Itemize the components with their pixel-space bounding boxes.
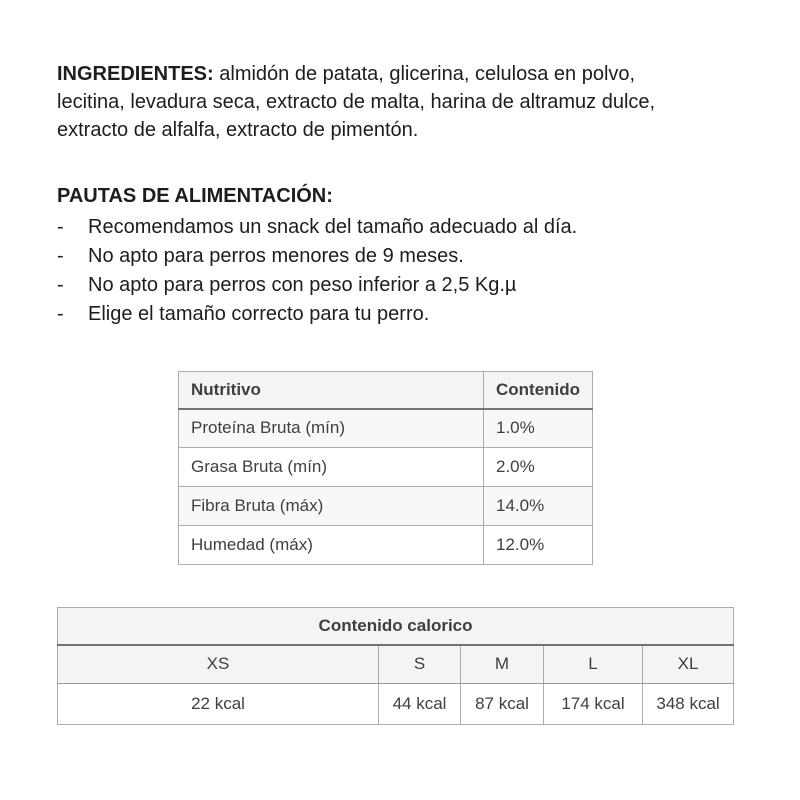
table-row: Humedad (máx) 12.0% <box>178 525 593 565</box>
ingredients-paragraph: INGREDIENTES: almidón de patata, gliceri… <box>57 60 750 144</box>
label-document: INGREDIENTES: almidón de patata, gliceri… <box>56 60 750 725</box>
size-cell-xs: XS <box>57 644 379 684</box>
dash-bullet: - <box>57 216 64 238</box>
table-title-row: Contenido calorico <box>56 607 735 646</box>
table-sizes-row: XS S M L XL <box>57 644 735 684</box>
nutrient-cell: Grasa Bruta (mín) <box>178 447 484 487</box>
content-cell: 2.0% <box>483 447 593 487</box>
table-header-row: Nutritivo Contenido <box>178 371 593 410</box>
content-cell: 1.0% <box>483 408 593 448</box>
feeding-guidelines-title: PAUTAS DE ALIMENTACIÓN: <box>57 185 333 207</box>
ingredients-line: lecitina, levadura seca, extracto de mal… <box>57 91 656 113</box>
size-cell-xl: XL <box>641 644 735 684</box>
kcal-cell-s: 44 kcal <box>378 683 461 725</box>
nutrient-cell: Fibra Bruta (máx) <box>178 486 484 526</box>
ingredients-label: INGREDIENTES: <box>57 63 214 85</box>
list-item-text: No apto para perros con peso inferior a … <box>88 274 517 296</box>
kcal-cell-xs: 22 kcal <box>57 683 379 725</box>
column-header-contenido: Contenido <box>483 371 593 410</box>
list-item-text: No apto para perros menores de 9 meses. <box>88 245 464 267</box>
content-cell: 14.0% <box>483 486 593 526</box>
list-item: - No apto para perros menores de 9 meses… <box>57 242 750 271</box>
column-header-nutritivo: Nutritivo <box>178 371 484 410</box>
content-cell: 12.0% <box>483 525 593 565</box>
kcal-cell-m: 87 kcal <box>460 683 544 725</box>
nutrition-table: Nutritivo Contenido Proteína Bruta (mín)… <box>178 371 593 565</box>
dash-bullet: - <box>57 245 64 267</box>
table-row: Fibra Bruta (máx) 14.0% <box>178 486 593 526</box>
size-cell-m: M <box>460 644 544 684</box>
table-row: Proteína Bruta (mín) 1.0% <box>178 408 593 448</box>
list-item-text: Recomendamos un snack del tamaño adecuad… <box>88 216 578 238</box>
list-item: - Recomendamos un snack del tamaño adecu… <box>57 213 750 242</box>
table-row: Grasa Bruta (mín) 2.0% <box>178 447 593 487</box>
ingredients-line: INGREDIENTES: almidón de patata, gliceri… <box>57 60 750 88</box>
dash-bullet: - <box>57 303 64 325</box>
ingredients-line: extracto de alfalfa, extracto de pimentó… <box>57 119 419 141</box>
kcal-cell-l: 174 kcal <box>543 683 643 725</box>
table-values-row: 22 kcal 44 kcal 87 kcal 174 kcal 348 kca… <box>57 683 735 725</box>
size-cell-l: L <box>543 644 643 684</box>
dash-bullet: - <box>57 274 64 296</box>
list-item: - No apto para perros con peso inferior … <box>57 271 750 300</box>
calorie-table-title: Contenido calorico <box>56 607 735 646</box>
size-cell-s: S <box>378 644 461 684</box>
list-item-text: Elige el tamaño correcto para tu perro. <box>88 303 430 325</box>
list-item: - Elige el tamaño correcto para tu perro… <box>57 300 750 329</box>
nutrient-cell: Proteína Bruta (mín) <box>178 408 484 448</box>
calorie-table: Contenido calorico XS S M L XL 22 kcal 4… <box>56 607 735 725</box>
feeding-guidelines-list: - Recomendamos un snack del tamaño adecu… <box>57 213 750 329</box>
kcal-cell-xl: 348 kcal <box>641 683 735 725</box>
nutrient-cell: Humedad (máx) <box>178 525 484 565</box>
ingredients-text: almidón de patata, glicerina, celulosa e… <box>219 63 636 85</box>
